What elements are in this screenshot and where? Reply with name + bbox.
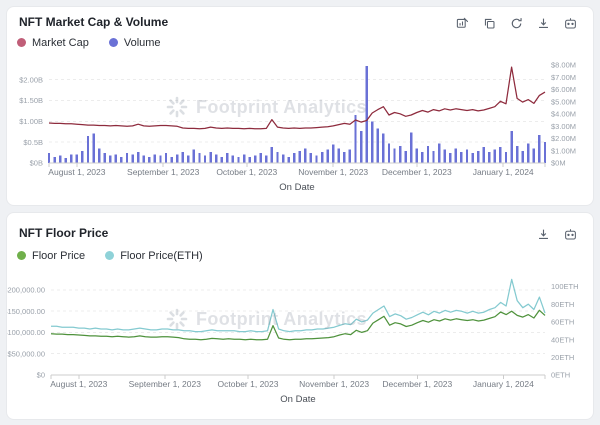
svg-text:$3.00M: $3.00M — [551, 122, 576, 131]
chart-canvas-market-cap-volume[interactable]: August 1, 2023 September 1, 2023 October 1… — [7, 57, 593, 203]
svg-text:October 1, 2023: October 1, 2023 — [216, 167, 277, 177]
legend-item[interactable]: Floor Price(ETH) — [105, 250, 203, 262]
svg-text:January 1, 2024: January 1, 2024 — [473, 167, 534, 177]
svg-text:$0B: $0B — [30, 159, 43, 168]
chart-area: Footprint Analytics August 1, 2023 Septem… — [7, 265, 593, 415]
svg-text:$5.00M: $5.00M — [551, 98, 576, 107]
chart-toolbar — [536, 225, 583, 241]
download-icon[interactable] — [536, 16, 550, 30]
chart-canvas-floor-price[interactable]: August 1, 2023 September 1, 2023 October 1… — [7, 265, 593, 415]
svg-text:$4.00M: $4.00M — [551, 110, 576, 119]
legend-item[interactable]: Volume — [108, 36, 161, 49]
svg-text:$150,000.00: $150,000.00 — [7, 307, 45, 316]
svg-text:September 1, 2023: September 1, 2023 — [129, 379, 202, 389]
legend-dot — [17, 251, 26, 260]
svg-text:$2.00B: $2.00B — [19, 75, 43, 84]
svg-text:$50,000.00: $50,000.00 — [7, 349, 45, 358]
copy-icon[interactable] — [482, 16, 496, 30]
chart-title: NFT Market Cap & Volume — [19, 15, 169, 29]
legend-label: Floor Price — [32, 249, 86, 262]
svg-text:$0: $0 — [37, 371, 45, 380]
svg-text:$100,000.00: $100,000.00 — [7, 328, 45, 337]
svg-text:November 1, 2023: November 1, 2023 — [298, 167, 368, 177]
chart-card-floor-price: NFT Floor Price — [6, 212, 594, 420]
svg-text:$1.00B: $1.00B — [19, 117, 43, 126]
chart-legend: Market Cap Volume — [7, 30, 593, 49]
legend-dot — [105, 251, 115, 260]
svg-text:$200,000.00: $200,000.00 — [7, 286, 45, 295]
svg-text:0ETH: 0ETH — [551, 371, 570, 380]
legend-dot — [108, 38, 118, 47]
download-icon[interactable] — [536, 227, 550, 241]
legend-dot — [17, 38, 26, 47]
card-header: NFT Market Cap & Volume — [7, 7, 593, 30]
svg-text:On Date: On Date — [280, 394, 315, 405]
chart-title: NFT Floor Price — [19, 226, 109, 240]
svg-text:80ETH: 80ETH — [551, 300, 574, 309]
chart-toolbar — [455, 14, 583, 30]
svg-text:September 1, 2023: September 1, 2023 — [127, 167, 200, 177]
svg-text:August 1, 2023: August 1, 2023 — [50, 379, 107, 389]
api-icon[interactable] — [563, 16, 577, 30]
legend-item[interactable]: Floor Price — [17, 250, 85, 262]
api-icon[interactable] — [563, 227, 577, 241]
svg-text:August 1, 2023: August 1, 2023 — [48, 167, 105, 177]
svg-text:40ETH: 40ETH — [551, 335, 574, 344]
svg-text:100ETH: 100ETH — [551, 282, 579, 291]
svg-text:On Date: On Date — [279, 182, 314, 193]
svg-text:$2.00M: $2.00M — [551, 134, 576, 143]
svg-text:$1.00M: $1.00M — [551, 147, 576, 156]
chart-area: Footprint Analytics August 1, 2023 Septem… — [7, 57, 593, 203]
svg-text:$0M: $0M — [551, 159, 566, 168]
svg-text:$1.50B: $1.50B — [19, 96, 43, 105]
svg-text:$0.5B: $0.5B — [23, 138, 43, 147]
card-header: NFT Floor Price — [7, 213, 593, 241]
svg-text:December 1, 2023: December 1, 2023 — [382, 379, 452, 389]
svg-text:October 1, 2023: October 1, 2023 — [218, 379, 279, 389]
legend-label: Volume — [123, 36, 161, 49]
svg-text:60ETH: 60ETH — [551, 318, 574, 327]
svg-text:$6.00M: $6.00M — [551, 85, 576, 94]
svg-text:20ETH: 20ETH — [551, 353, 574, 362]
svg-text:$8.00M: $8.00M — [551, 61, 576, 70]
legend-label: Market Cap — [32, 36, 89, 49]
legend-label: Floor Price(ETH) — [120, 249, 203, 262]
chart-card-market-cap-volume: NFT Market Cap & Volume — [6, 6, 594, 206]
view-table-icon[interactable] — [455, 16, 469, 30]
svg-text:November 1, 2023: November 1, 2023 — [299, 379, 369, 389]
svg-text:December 1, 2023: December 1, 2023 — [382, 167, 452, 177]
svg-text:$7.00M: $7.00M — [551, 73, 576, 82]
chart-legend: Floor Price Floor Price(ETH) — [7, 241, 593, 262]
refresh-icon[interactable] — [509, 16, 523, 30]
svg-text:January 1, 2024: January 1, 2024 — [473, 379, 534, 389]
legend-item[interactable]: Market Cap — [17, 37, 89, 49]
